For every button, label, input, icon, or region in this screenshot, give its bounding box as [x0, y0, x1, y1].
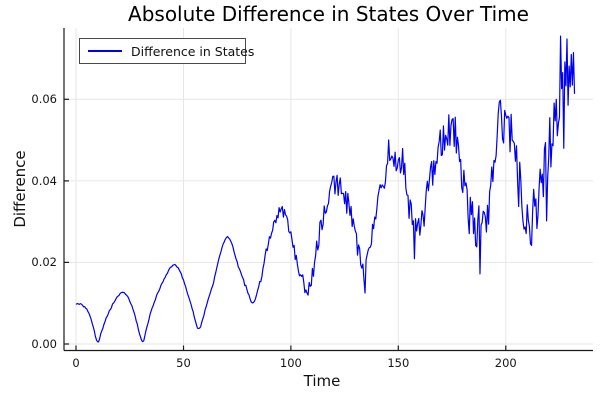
x-tick-label: 50 [176, 356, 191, 370]
legend-line-sample [88, 50, 122, 52]
legend-series-label: Difference in States [131, 43, 255, 59]
series-line [75, 35, 576, 343]
y-tick-label: 0.06 [31, 92, 57, 107]
legend: Difference in States [79, 38, 254, 64]
y-axis-label: Difference [11, 150, 29, 228]
y-tick-label: 0.00 [31, 336, 57, 351]
x-tick-label: 100 [279, 356, 302, 370]
y-tick-label: 0.02 [31, 255, 57, 270]
x-axis-label: Time [303, 372, 341, 390]
chart-title: Absolute Difference in States Over Time [128, 2, 529, 26]
x-tick-label: 150 [387, 356, 410, 370]
y-tick-label: 0.04 [31, 173, 57, 188]
x-tick-label: 200 [494, 356, 517, 370]
x-tick-label: 0 [72, 356, 80, 370]
